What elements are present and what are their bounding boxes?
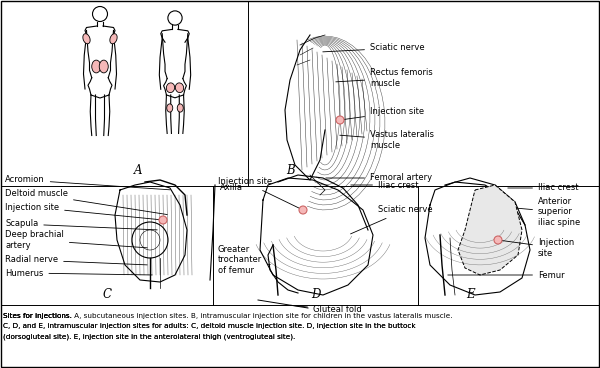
Text: B: B [286, 164, 295, 177]
Text: Axilla: Axilla [220, 184, 243, 192]
Text: C, D, and E, intramuscular injection sites for adults: C, deltoid muscle injecti: C, D, and E, intramuscular injection sit… [3, 323, 416, 329]
Text: Femur: Femur [448, 270, 565, 280]
Text: Iliac crest: Iliac crest [351, 180, 419, 190]
Text: E: E [466, 288, 475, 301]
Ellipse shape [175, 83, 184, 93]
Text: Anterior
superior
iliac spine: Anterior superior iliac spine [518, 197, 580, 227]
Text: Gluteal fold: Gluteal fold [291, 305, 362, 315]
Text: Femoral artery: Femoral artery [326, 173, 432, 183]
Text: Sites for injections.: Sites for injections. [3, 313, 74, 319]
Text: Injection
site: Injection site [501, 238, 574, 258]
Ellipse shape [110, 34, 117, 44]
Text: C, D, and E, intramuscular injection sites for adults: C, deltoid muscle injecti: C, D, and E, intramuscular injection sit… [3, 323, 416, 329]
Circle shape [159, 216, 167, 224]
Text: Deltoid muscle: Deltoid muscle [5, 190, 167, 215]
Ellipse shape [177, 104, 183, 112]
Text: Rectus femoris
muscle: Rectus femoris muscle [336, 68, 433, 88]
Text: Greater
trochanter
of femur: Greater trochanter of femur [218, 245, 270, 275]
Circle shape [336, 116, 344, 124]
Text: Radial nerve: Radial nerve [5, 255, 147, 265]
Polygon shape [458, 185, 522, 275]
Text: Sciatic nerve: Sciatic nerve [350, 205, 433, 234]
Text: (dorsogluteal site). E, injection site in the anterolateral thigh (ventrogluteal: (dorsogluteal site). E, injection site i… [3, 333, 295, 340]
Text: Humerus: Humerus [5, 269, 152, 277]
Text: D: D [311, 288, 320, 301]
Text: Acromion: Acromion [5, 176, 170, 190]
Ellipse shape [99, 60, 108, 73]
Text: Sites for injections.: Sites for injections. [3, 313, 74, 319]
Ellipse shape [83, 34, 90, 44]
Text: Sciatic nerve: Sciatic nerve [323, 43, 425, 53]
Text: A: A [134, 164, 142, 177]
Text: Scapula: Scapula [5, 219, 157, 230]
Ellipse shape [166, 83, 175, 93]
Text: Injection site: Injection site [343, 107, 424, 120]
Circle shape [494, 236, 502, 244]
Text: (dorsogluteal site). E, injection site in the anterolateral thigh (ventrogluteal: (dorsogluteal site). E, injection site i… [3, 333, 295, 340]
Text: Deep brachial
artery: Deep brachial artery [5, 230, 147, 250]
Ellipse shape [92, 60, 101, 73]
Text: Sites for injections. A, subcutaneous injection sites. B, intramuscular injectio: Sites for injections. A, subcutaneous in… [3, 313, 452, 319]
Circle shape [299, 206, 307, 214]
Ellipse shape [167, 104, 173, 112]
Text: Iliac crest: Iliac crest [508, 184, 578, 192]
Text: Injection site: Injection site [5, 202, 160, 220]
Text: Injection site: Injection site [218, 177, 301, 209]
Text: C: C [103, 288, 112, 301]
Text: Vastus lateralis
muscle: Vastus lateralis muscle [340, 130, 434, 150]
